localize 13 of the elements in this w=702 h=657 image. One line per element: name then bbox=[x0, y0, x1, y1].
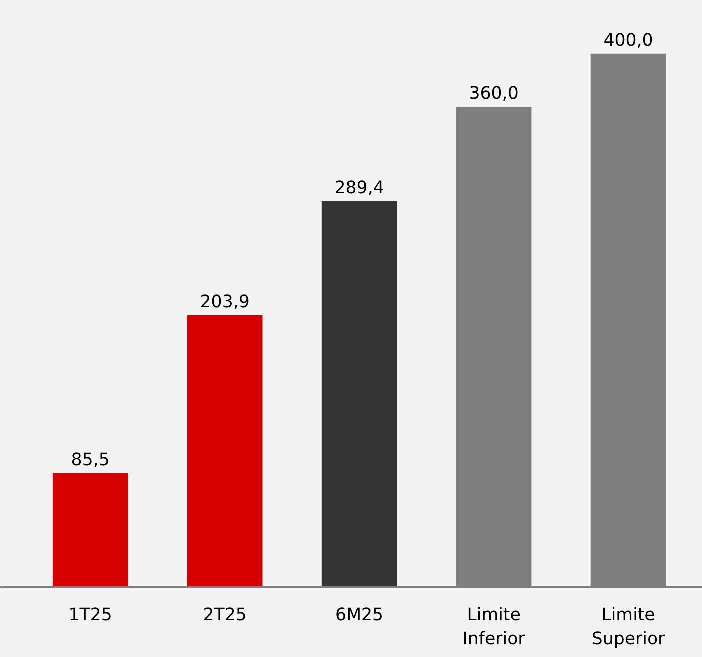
data-label: 289,4 bbox=[334, 178, 384, 198]
x-tick-label: 1T25 bbox=[68, 606, 112, 626]
x-tick-label: Limite Superior bbox=[592, 606, 666, 650]
x-tick-label: 6M25 bbox=[336, 606, 384, 626]
bar bbox=[187, 315, 263, 588]
data-label: 85,5 bbox=[71, 450, 110, 470]
data-label: 203,9 bbox=[200, 292, 250, 312]
x-tick-label: 2T25 bbox=[203, 606, 247, 626]
data-label: 400,0 bbox=[604, 30, 654, 51]
bar bbox=[322, 201, 398, 588]
x-tick-label: Limite Inferior bbox=[462, 606, 526, 650]
data-label: 360,0 bbox=[469, 84, 519, 104]
bar bbox=[52, 473, 128, 588]
